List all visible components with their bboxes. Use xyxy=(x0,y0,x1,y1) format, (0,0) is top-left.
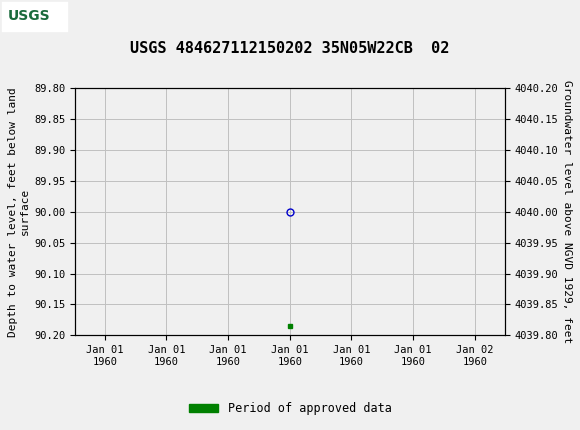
Text: USGS 484627112150202 35N05W22CB  02: USGS 484627112150202 35N05W22CB 02 xyxy=(130,41,450,56)
Text: ≡USGS: ≡USGS xyxy=(3,9,49,24)
Text: USGS: USGS xyxy=(8,9,50,23)
Legend: Period of approved data: Period of approved data xyxy=(184,397,396,420)
Y-axis label: Depth to water level, feet below land
surface: Depth to water level, feet below land su… xyxy=(8,87,30,337)
FancyBboxPatch shape xyxy=(3,3,55,30)
Y-axis label: Groundwater level above NGVD 1929, feet: Groundwater level above NGVD 1929, feet xyxy=(562,80,572,344)
